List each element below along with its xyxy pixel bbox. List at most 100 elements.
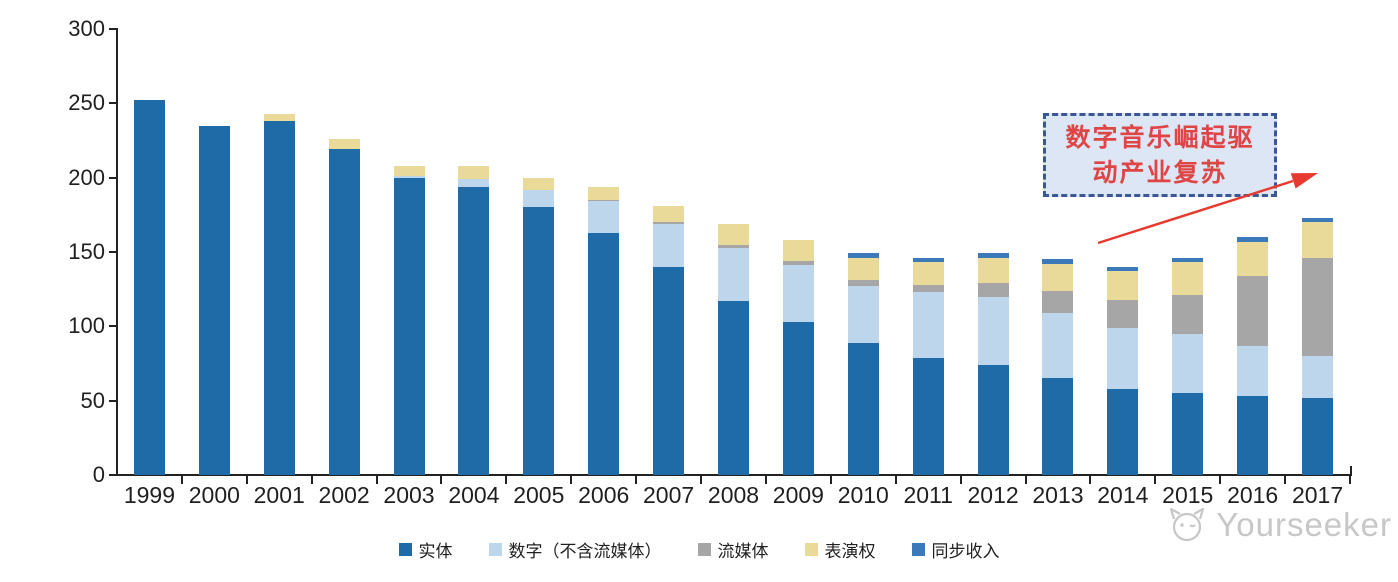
bar-segment-2006 [588,232,620,475]
x-tick-label: 2005 [513,482,565,508]
y-tick-mark [109,399,117,402]
y-axis-line [116,28,118,476]
bar-segment-2013 [1042,312,1074,379]
x-tick-label: 2011 [903,482,953,508]
x-axis-line [116,474,1352,476]
legend-label: 同步收入 [931,542,1000,561]
legend-swatch [697,543,711,556]
bar-segment-2007 [653,205,685,223]
legend-label: 数字（不含流媒体） [508,542,662,561]
x-tick-mark [1154,476,1157,484]
bar-segment-2001 [263,113,295,122]
bar-segment-2006 [588,201,620,233]
watermark: Yourseeker [1166,505,1392,545]
x-tick-label: 2000 [188,482,240,508]
y-tick-mark [109,251,117,253]
y-tick-label: 100 [68,313,105,339]
legend-swatch [804,543,818,556]
bar-segment-2002 [328,139,360,150]
bar-segment-2016 [1237,345,1269,397]
bar-segment-2014 [1107,271,1139,300]
x-tick-label: 2014 [1097,482,1149,508]
x-tick-mark [700,476,703,484]
x-tick-mark [1219,476,1222,484]
bar-segment-2017 [1302,257,1334,357]
x-tick-mark [1089,476,1092,484]
y-tick-label: 300 [68,16,105,41]
bar-segment-2010 [847,257,879,281]
annotation-text-line1: 数字音乐崛起驱 [1065,123,1255,152]
bar-segment-2012 [977,296,1009,365]
x-tick-mark [245,476,248,484]
bar-segment-2016 [1237,241,1269,276]
bar-segment-2012 [977,283,1009,297]
x-tick-mark [894,476,897,484]
legend-label: 流媒体 [717,542,769,561]
y-tick-label: 50 [80,387,105,413]
annotation-callout: 数字音乐崛起驱 动产业复苏 [1043,113,1277,197]
bar-segment-2009 [782,260,814,266]
bar-segment-2003 [393,176,425,178]
bar-segment-2008 [718,244,749,248]
bar-segment-2017 [1302,222,1334,258]
bar-segment-2011 [912,357,944,475]
x-tick-mark [1284,476,1287,484]
bar-segment-2003 [393,165,425,177]
bar-segment-2005 [523,207,555,475]
y-tick-mark [109,28,117,30]
bar-segment-2015 [1172,333,1204,394]
x-tick-label: 2017 [1291,482,1344,508]
x-tick-mark [440,476,443,484]
x-tick-label: 2010 [837,482,889,508]
bar-segment-2006 [588,186,620,200]
x-tick-mark [310,476,313,484]
y-tick-label: 0 [92,462,105,487]
x-tick-mark [764,476,767,484]
x-tick-mark [1349,476,1351,484]
cat-face-icon [1170,507,1205,542]
x-tick-label: 2012 [967,482,1019,508]
bar-segment-2011 [912,262,944,285]
bar-segment-2008 [718,223,749,245]
x-tick-mark [505,476,508,484]
legend-swatch [911,543,925,556]
x-tick-label: 2003 [383,482,435,508]
bar-segment-2008 [718,301,749,475]
legend-swatch [488,543,502,556]
x-tick-mark [635,476,638,484]
bar-segment-2004 [458,179,490,187]
legend-item: 同步收入 [911,537,1000,562]
bar-segment-2016 [1237,396,1269,475]
bar-segment-2012 [977,364,1009,475]
bar-segment-1999 [133,100,165,475]
x-tick-label: 2004 [448,482,500,508]
legend-item: 实体 [398,537,453,562]
bar-segment-2014 [1107,388,1139,475]
x-tick-label: 1999 [123,482,176,508]
bar-segment-2015 [1172,262,1204,296]
x-tick-mark [570,476,573,484]
bar-segment-2009 [782,265,814,322]
bar-segment-2007 [653,266,685,475]
legend-item: 流媒体 [697,537,769,562]
bar-segment-2013 [1042,259,1074,264]
bar-segment-2014 [1107,266,1139,272]
bar-segment-2017 [1302,217,1334,223]
y-tick-mark [109,176,117,179]
x-tick-mark [180,476,183,484]
legend-item: 表演权 [804,537,876,562]
legend-swatch [398,543,412,556]
x-tick-mark [1024,476,1027,484]
bar-segment-2001 [263,121,295,475]
y-tick-label: 250 [68,90,105,116]
y-tick-mark [109,474,117,476]
bar-segment-2003 [393,177,425,475]
y-tick-label: 200 [68,164,105,190]
x-tick-label: 2002 [318,482,370,508]
bar-segment-2004 [458,165,490,180]
bar-segment-2013 [1042,263,1074,291]
bar-segment-2004 [458,186,490,475]
bar-segment-2013 [1042,378,1074,475]
bar-segment-2006 [588,199,620,202]
bar-segment-2000 [198,125,230,475]
